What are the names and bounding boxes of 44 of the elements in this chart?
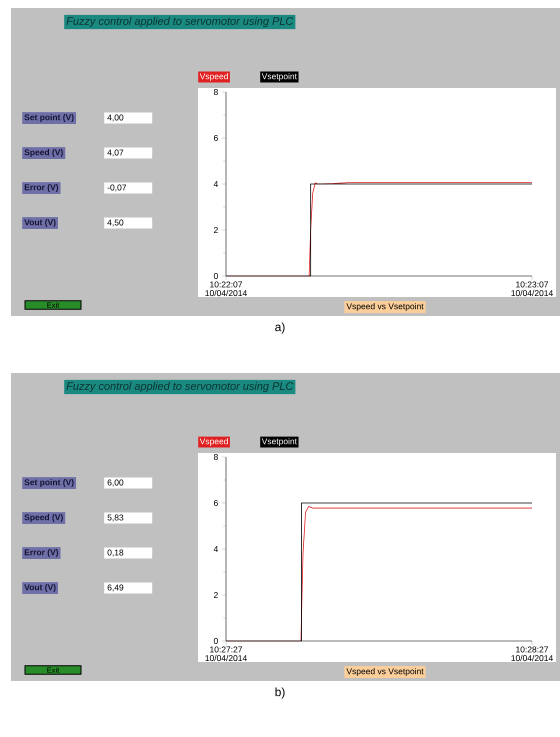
- text: a): [275, 322, 285, 334]
- x-axis-title: Vspeed vs Vsetpoint: [346, 668, 424, 676]
- text: 4,00: [107, 114, 124, 122]
- y-tick-label: 4: [214, 181, 218, 187]
- text: 0,18: [108, 550, 124, 556]
- text: Set point (V): [24, 479, 74, 487]
- text: Vout (V): [24, 219, 56, 227]
- text: 10/04/2014: [511, 290, 553, 296]
- text: 10/04/2014: [511, 654, 553, 662]
- x-tick-label: 10:27:27: [210, 646, 242, 652]
- chart-title: Fuzzy control applied to servomotor using PLC: [66, 382, 294, 392]
- y-tick-label: 4: [214, 546, 218, 552]
- text: Speed (V): [24, 514, 63, 522]
- text: Set point (V): [24, 114, 74, 122]
- y-tick-label: 8: [214, 89, 218, 96]
- x-tick-label: 10:22:07: [210, 281, 242, 288]
- text: 10/04/2014: [205, 290, 247, 296]
- y-tick-label: 2: [214, 592, 218, 598]
- text: Vspeed: [200, 438, 228, 446]
- text: -0,07: [108, 184, 126, 192]
- x-tick-label: 10:23:07: [516, 281, 548, 288]
- y-tick-label: 6: [214, 500, 218, 506]
- x-axis-title: Vspeed vs Vsetpoint: [346, 303, 424, 311]
- y-tick-label: 2: [214, 227, 218, 233]
- text: 10/04/2014: [205, 654, 247, 662]
- y-tick-label: 6: [214, 135, 218, 142]
- text: Vspeed: [200, 73, 228, 81]
- chart-title: Fuzzy control applied to servomotor using PLC: [66, 16, 294, 28]
- text: 4,50: [107, 220, 124, 226]
- y-tick-label: 8: [214, 454, 218, 460]
- text: Speed (V): [24, 149, 63, 157]
- x-tick-label: 10:28:27: [516, 646, 548, 652]
- text: Vout (V): [24, 584, 56, 592]
- text: 5,83: [108, 514, 124, 522]
- y-tick-label: 0: [214, 638, 218, 644]
- text: Error (V): [24, 549, 58, 557]
- text: 4,07: [107, 150, 124, 156]
- text: Vsetpoint: [262, 438, 297, 446]
- text: 6,49: [108, 584, 124, 592]
- text: b): [275, 687, 285, 699]
- y-tick-label: 0: [214, 273, 218, 279]
- text: Error (V): [24, 184, 58, 192]
- text: Vsetpoint: [262, 73, 297, 81]
- text: 6,00: [108, 480, 124, 486]
